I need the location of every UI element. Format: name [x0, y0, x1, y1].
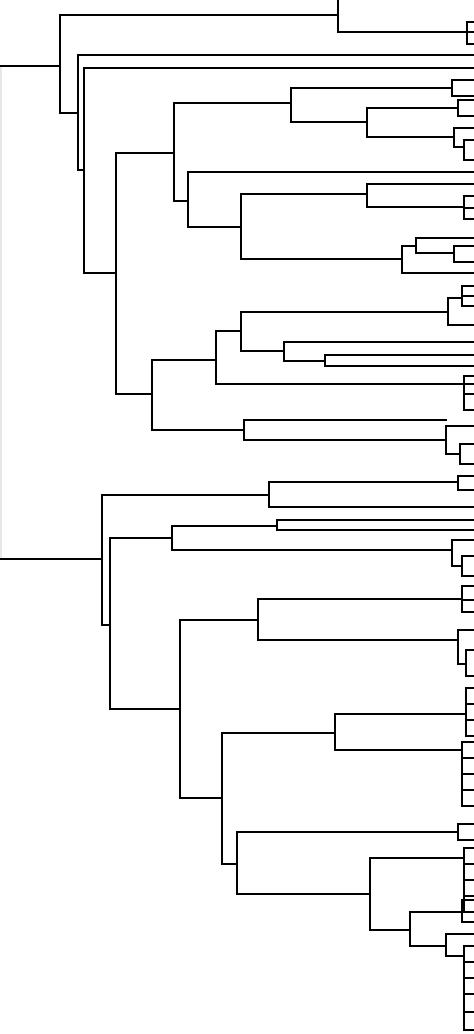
clade-upper-main [77, 54, 474, 465]
clade-top-isolate [337, 0, 474, 45]
root-clade [0, 14, 339, 626]
clade-lower-main [101, 475, 474, 1031]
